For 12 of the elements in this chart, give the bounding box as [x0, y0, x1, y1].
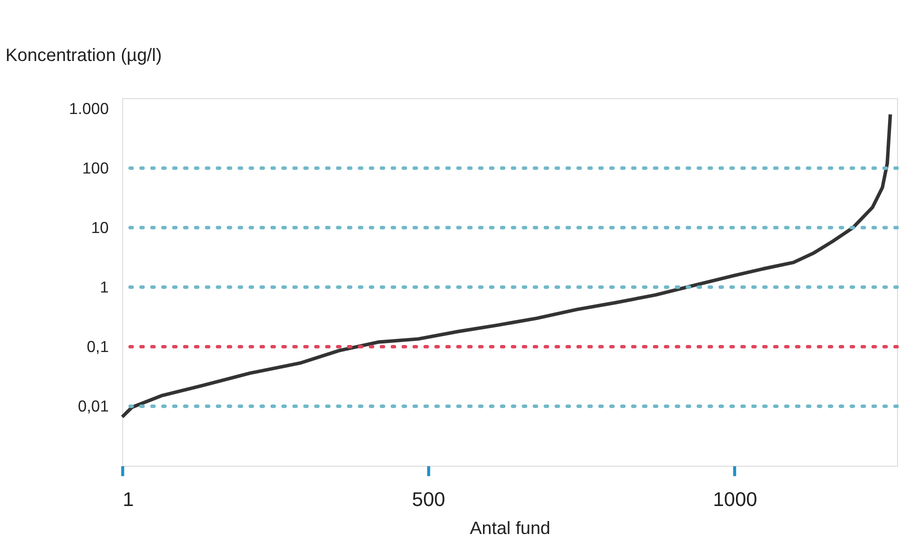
y-tick-label: 0,01 [78, 398, 109, 416]
x-tick-label: 500 [412, 488, 446, 511]
y-tick-label: 100 [82, 160, 109, 178]
y-tick-label: 1 [100, 280, 109, 297]
x-axis-title: Antal fund [470, 518, 550, 538]
y-tick-label: 10 [91, 220, 109, 238]
line-series [120, 112, 892, 419]
y-axis-title: Koncentration (µg/l) [5, 44, 162, 65]
y-tick-label: 0,1 [86, 339, 109, 356]
y-tick-label: 1.000 [69, 101, 109, 118]
x-tick-label: 1000 [713, 488, 758, 511]
x-tick-label: 1 [122, 488, 134, 511]
